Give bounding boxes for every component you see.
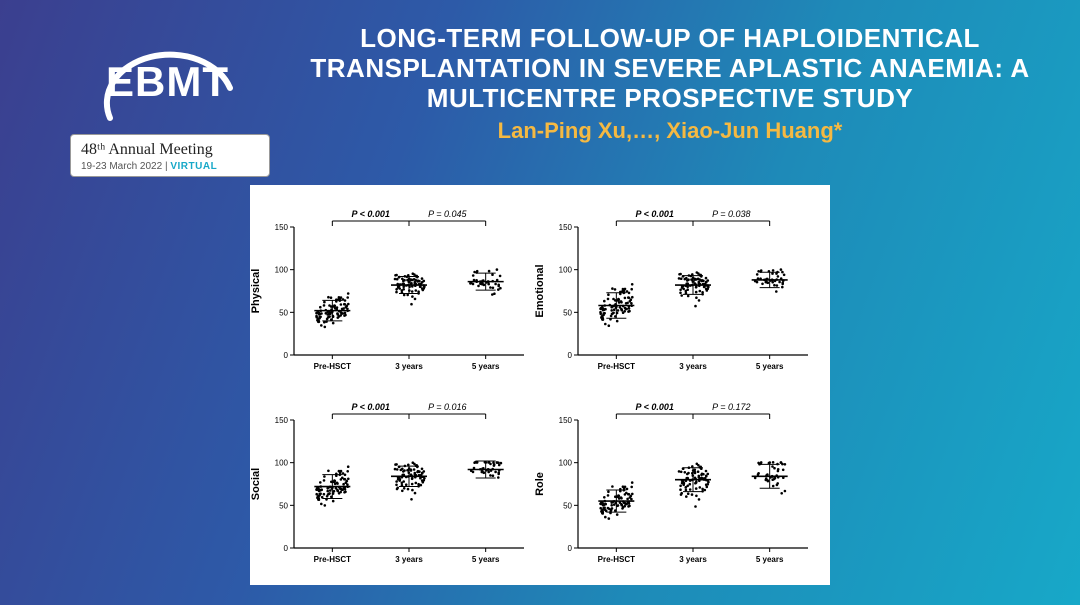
svg-text:3 years: 3 years — [679, 555, 707, 564]
svg-text:3 years: 3 years — [679, 362, 707, 371]
svg-text:0: 0 — [284, 544, 289, 553]
svg-text:P = 0.038: P = 0.038 — [712, 209, 750, 219]
svg-text:100: 100 — [275, 266, 289, 275]
svg-text:Pre-HSCT: Pre-HSCT — [598, 555, 635, 564]
logo-text: EBMT — [106, 58, 229, 106]
svg-text:P < 0.001: P < 0.001 — [635, 402, 673, 412]
svg-text:P < 0.001: P < 0.001 — [635, 209, 673, 219]
ebmt-logo: EBMT — [70, 30, 260, 130]
svg-text:Pre-HSCT: Pre-HSCT — [598, 362, 635, 371]
y-axis-label: Emotional — [534, 264, 546, 317]
authors-line: Lan-Ping Xu,…, Xiao-Jun Huang* — [290, 118, 1050, 144]
svg-text:150: 150 — [559, 416, 573, 425]
meeting-subtitle: 19-23 March 2022 | VIRTUAL — [81, 161, 259, 172]
svg-text:Pre-HSCT: Pre-HSCT — [314, 362, 351, 371]
svg-text:5 years: 5 years — [472, 362, 500, 371]
svg-text:150: 150 — [559, 223, 573, 232]
meeting-info-box: 48ᵗʰ Annual Meeting 19-23 March 2022 | V… — [70, 134, 270, 177]
title-block: LONG-TERM FOLLOW-UP OF HAPLOIDENTICAL TR… — [290, 24, 1050, 144]
subplot-social: Social050100150Pre-HSCT3 years5 yearsP <… — [260, 392, 536, 575]
svg-text:100: 100 — [275, 459, 289, 468]
presentation-title: LONG-TERM FOLLOW-UP OF HAPLOIDENTICAL TR… — [290, 24, 1050, 114]
logo-block: EBMT 48ᵗʰ Annual Meeting 19-23 March 202… — [70, 30, 280, 177]
svg-text:5 years: 5 years — [756, 362, 784, 371]
svg-text:P = 0.016: P = 0.016 — [428, 402, 466, 412]
svg-text:3 years: 3 years — [395, 555, 423, 564]
meeting-title: 48ᵗʰ Annual Meeting — [81, 141, 259, 159]
svg-text:150: 150 — [275, 416, 289, 425]
svg-text:0: 0 — [568, 351, 573, 360]
svg-text:5 years: 5 years — [756, 555, 784, 564]
svg-text:50: 50 — [279, 308, 288, 317]
svg-text:Pre-HSCT: Pre-HSCT — [314, 555, 351, 564]
meeting-date: 19-23 March 2022 — [81, 161, 162, 172]
subplot-emotional: Emotional050100150Pre-HSCT3 years5 years… — [544, 199, 820, 382]
svg-text:50: 50 — [563, 308, 572, 317]
svg-text:150: 150 — [275, 223, 289, 232]
subplot-physical: Physical050100150Pre-HSCT3 years5 yearsP… — [260, 199, 536, 382]
svg-text:5 years: 5 years — [472, 555, 500, 564]
svg-text:50: 50 — [279, 501, 288, 510]
y-axis-label: Role — [534, 472, 546, 496]
svg-text:50: 50 — [563, 501, 572, 510]
svg-text:0: 0 — [284, 351, 289, 360]
virtual-tag: VIRTUAL — [170, 161, 217, 172]
y-axis-label: Physical — [250, 268, 262, 313]
svg-text:P = 0.045: P = 0.045 — [428, 209, 467, 219]
svg-text:3 years: 3 years — [395, 362, 423, 371]
chart-panel: Physical 0 50 100 150 Pre-HSCT 3 years 5 years P… — [250, 185, 830, 585]
svg-text:P < 0.001: P < 0.001 — [351, 209, 389, 219]
svg-text:0: 0 — [568, 544, 573, 553]
svg-text:100: 100 — [559, 266, 573, 275]
y-axis-label: Social — [250, 467, 262, 499]
svg-text:100: 100 — [559, 459, 573, 468]
svg-text:P < 0.001: P < 0.001 — [351, 402, 389, 412]
subplot-role: Role050100150Pre-HSCT3 years5 yearsP < 0… — [544, 392, 820, 575]
svg-text:P = 0.172: P = 0.172 — [712, 402, 750, 412]
